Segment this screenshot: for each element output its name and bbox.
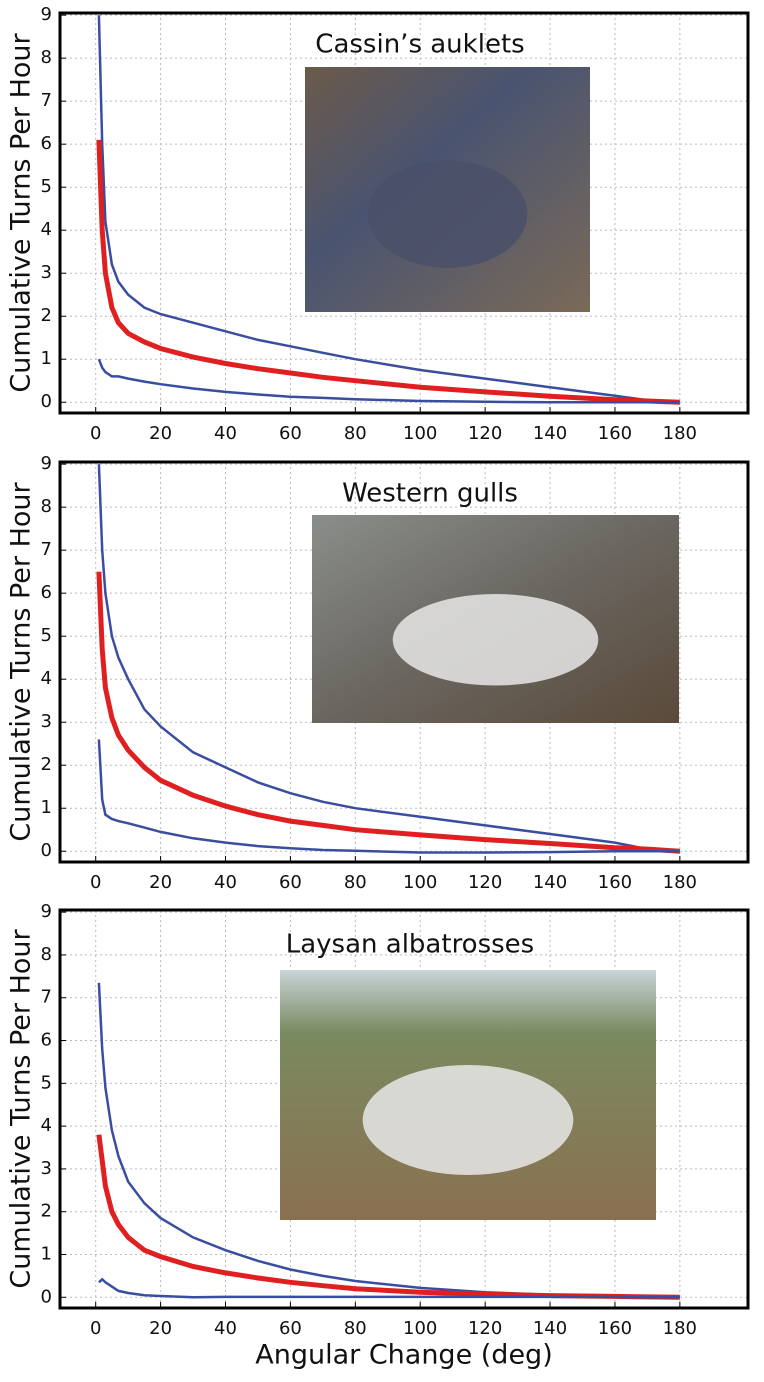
frame [58, 908, 750, 1310]
x-tick-label: 160 [598, 423, 632, 444]
x-axis-label: Angular Change (deg) [255, 1340, 552, 1371]
y-axis-label: Cumulative Turns Per Hour [6, 928, 37, 1288]
y-tick-label: 7 [41, 539, 52, 560]
y-tick-label: 8 [41, 47, 52, 68]
x-tick-label: 140 [533, 872, 567, 893]
x-tick-label: 180 [663, 1318, 697, 1339]
y-tick-label: 3 [41, 262, 52, 283]
x-tick-label: 160 [598, 872, 632, 893]
photo-bird [367, 160, 528, 268]
frame [58, 460, 750, 864]
y-tick-label: 0 [41, 840, 52, 861]
y-tick-label: 6 [41, 133, 52, 154]
y-tick-label: 4 [41, 1115, 52, 1136]
y-tick-label: 1 [41, 348, 52, 369]
y-tick-label: 4 [41, 668, 52, 689]
x-tick-label: 120 [468, 423, 502, 444]
x-tick-label: 180 [663, 423, 697, 444]
y-tick-label: 8 [41, 944, 52, 965]
x-tick-label: 60 [279, 423, 302, 444]
x-tick-label: 0 [90, 872, 101, 893]
y-tick-label: 9 [41, 4, 52, 25]
y-tick-label: 1 [41, 797, 52, 818]
y-axis-label: Cumulative Turns Per Hour [6, 32, 37, 392]
frame [58, 11, 750, 415]
series-line [96, 571, 680, 854]
x-tick-label: 20 [149, 423, 172, 444]
x-tick-label: 80 [344, 1318, 367, 1339]
y-tick-label: 1 [41, 1244, 52, 1265]
chart-title: Cassin’s auklets [315, 30, 524, 60]
y-tick-label: 7 [41, 90, 52, 111]
series-line [96, 139, 680, 405]
y-tick-label: 6 [41, 582, 52, 603]
chart-title: Western gulls [342, 479, 518, 509]
x-tick-label: 160 [598, 1318, 632, 1339]
x-tick-label: 0 [90, 423, 101, 444]
y-tick-label: 7 [41, 987, 52, 1008]
x-tick-label: 100 [403, 1318, 437, 1339]
x-tick-label: 40 [214, 423, 237, 444]
series-line [97, 358, 680, 404]
x-tick-label: 0 [90, 1318, 101, 1339]
y-tick-label: 3 [41, 711, 52, 732]
x-tick-label: 180 [663, 872, 697, 893]
y-tick-label: 5 [41, 1072, 52, 1093]
y-tick-label: 5 [41, 625, 52, 646]
y-tick-label: 5 [41, 176, 52, 197]
x-tick-label: 100 [403, 872, 437, 893]
y-tick-label: 9 [41, 901, 52, 922]
y-axis-label: Cumulative Turns Per Hour [6, 481, 37, 841]
y-tick-label: 2 [41, 305, 52, 326]
series-line [98, 1277, 680, 1299]
x-tick-label: 120 [468, 1318, 502, 1339]
chart-title: Laysan albatrosses [286, 930, 534, 960]
series-line [96, 1134, 680, 1300]
x-tick-label: 120 [468, 872, 502, 893]
photo-bird [392, 594, 599, 686]
x-tick-label: 40 [214, 872, 237, 893]
x-tick-label: 140 [533, 1318, 567, 1339]
y-tick-label: 0 [41, 391, 52, 412]
x-tick-label: 20 [149, 872, 172, 893]
y-tick-label: 2 [41, 1201, 52, 1222]
y-tick-label: 2 [41, 754, 52, 775]
x-tick-label: 20 [149, 1318, 172, 1339]
x-tick-label: 40 [214, 1318, 237, 1339]
series-line [97, 464, 680, 853]
y-tick-label: 3 [41, 1158, 52, 1179]
series-line [97, 739, 680, 854]
series-line [97, 15, 680, 404]
x-tick-label: 100 [403, 423, 437, 444]
y-tick-label: 9 [41, 453, 52, 474]
x-tick-label: 60 [279, 1318, 302, 1339]
y-tick-label: 6 [41, 1030, 52, 1051]
photo-bird [362, 1065, 574, 1175]
x-tick-label: 60 [279, 872, 302, 893]
y-tick-label: 4 [41, 219, 52, 240]
x-tick-label: 80 [344, 872, 367, 893]
x-tick-label: 140 [533, 423, 567, 444]
x-tick-label: 80 [344, 423, 367, 444]
y-tick-label: 0 [41, 1286, 52, 1307]
y-tick-label: 8 [41, 496, 52, 517]
